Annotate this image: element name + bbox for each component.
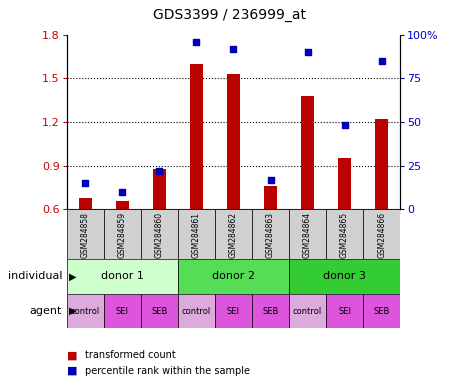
Bar [337,158,350,209]
Bar [288,294,325,328]
Bar [288,209,325,259]
Point [192,38,200,45]
Text: GSM284864: GSM284864 [302,212,311,258]
Point [340,122,347,129]
Bar [178,209,214,259]
Bar [288,259,399,294]
Bar [362,294,399,328]
Bar [301,96,313,209]
Bar [140,209,178,259]
Text: GSM284861: GSM284861 [191,212,201,258]
Text: GDS3399 / 236999_at: GDS3399 / 236999_at [153,8,306,22]
Text: SEB: SEB [262,306,278,316]
Bar [252,209,288,259]
Text: GSM284866: GSM284866 [376,212,386,258]
Text: SEI: SEI [337,306,350,316]
Point [118,189,126,195]
Text: agent: agent [30,306,62,316]
Bar [67,209,104,259]
Text: transformed count: transformed count [85,350,175,360]
Bar [104,209,140,259]
Bar [67,259,178,294]
Bar [325,209,362,259]
Text: SEB: SEB [373,306,389,316]
Point [266,177,274,183]
Bar [140,294,178,328]
Text: GSM284862: GSM284862 [229,212,237,258]
Bar [362,209,399,259]
Text: donor 2: donor 2 [212,271,254,281]
Bar [226,74,240,209]
Point [155,168,162,174]
Bar [67,294,104,328]
Bar [252,294,288,328]
Bar [178,259,288,294]
Text: SEB: SEB [151,306,167,316]
Text: ▶: ▶ [69,271,76,281]
Bar [214,209,252,259]
Text: control: control [70,306,100,316]
Text: ■: ■ [67,366,77,376]
Text: GSM284863: GSM284863 [265,212,274,258]
Point [377,58,385,64]
Bar [214,294,252,328]
Text: control: control [292,306,321,316]
Bar [116,200,129,209]
Text: ▶: ▶ [69,306,76,316]
Text: GSM284859: GSM284859 [118,212,127,258]
Bar [325,294,362,328]
Text: SEI: SEI [116,306,129,316]
Text: GSM284865: GSM284865 [339,212,348,258]
Text: donor 3: donor 3 [323,271,365,281]
Point [230,45,237,51]
Text: GSM284860: GSM284860 [155,212,163,258]
Bar [78,198,91,209]
Bar [190,64,202,209]
Text: control: control [181,306,211,316]
Text: SEI: SEI [226,306,240,316]
Text: percentile rank within the sample: percentile rank within the sample [85,366,250,376]
Text: GSM284858: GSM284858 [80,212,90,258]
Point [303,49,311,55]
Text: donor 1: donor 1 [101,271,143,281]
Text: individual: individual [8,271,62,281]
Bar [104,294,140,328]
Bar [178,294,214,328]
Text: ■: ■ [67,350,77,360]
Bar [152,169,165,209]
Bar [263,186,276,209]
Point [81,180,89,186]
Bar [375,119,387,209]
